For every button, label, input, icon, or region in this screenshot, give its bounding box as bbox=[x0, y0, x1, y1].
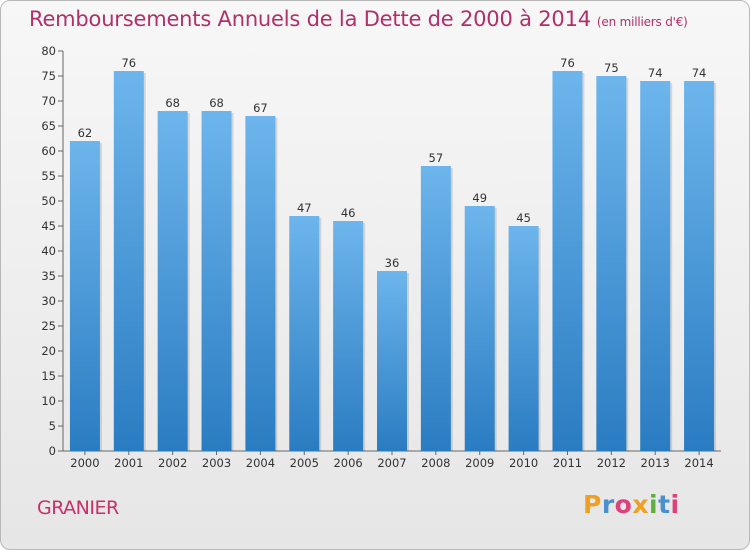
y-tick-label: 15 bbox=[41, 369, 56, 383]
bars bbox=[69, 71, 717, 451]
y-tick-label: 40 bbox=[41, 244, 56, 258]
y-tick-label: 0 bbox=[49, 444, 56, 458]
bar-2014 bbox=[684, 81, 715, 451]
x-tick-label: 2005 bbox=[290, 456, 319, 470]
x-tick-label: 2014 bbox=[684, 456, 713, 470]
y-tick-label: 30 bbox=[41, 294, 56, 308]
y-tick-label: 70 bbox=[41, 94, 56, 108]
data-label: 75 bbox=[604, 61, 619, 75]
y-tick-label: 25 bbox=[41, 319, 56, 333]
data-label: 68 bbox=[209, 96, 224, 110]
logo-letter: i bbox=[649, 490, 659, 519]
x-tick-label: 2007 bbox=[377, 456, 406, 470]
y-tick-label: 20 bbox=[41, 344, 56, 358]
y-tick-label: 75 bbox=[41, 69, 56, 83]
data-label: 74 bbox=[692, 66, 707, 80]
data-label: 68 bbox=[165, 96, 180, 110]
data-label: 47 bbox=[297, 201, 312, 215]
bar-2010 bbox=[508, 226, 539, 451]
logo-letter: r bbox=[601, 490, 615, 519]
y-tick-label: 45 bbox=[41, 219, 56, 233]
bar-2012 bbox=[596, 76, 627, 451]
chart-title: Remboursements Annuels de la Dette de 20… bbox=[29, 7, 688, 31]
proxiti-logo: Proxiti bbox=[583, 490, 680, 519]
chart-title-text: Remboursements Annuels de la Dette de 20… bbox=[29, 7, 591, 31]
bar-2013 bbox=[640, 81, 671, 451]
bar-2007 bbox=[377, 271, 407, 451]
commune-name: GRANIER bbox=[37, 497, 119, 519]
bar-2006 bbox=[333, 221, 364, 451]
logo-letter: t bbox=[658, 490, 671, 519]
logo-letter: P bbox=[583, 490, 602, 519]
bar-2000 bbox=[69, 141, 100, 451]
bar-2003 bbox=[201, 111, 232, 451]
y-tick-label: 80 bbox=[41, 44, 56, 58]
x-tick-label: 2010 bbox=[509, 456, 538, 470]
x-tick-label: 2013 bbox=[641, 456, 670, 470]
bar-2008 bbox=[420, 166, 451, 451]
logo-letter: x bbox=[632, 490, 649, 519]
logo-letter: o bbox=[614, 490, 633, 519]
data-label: 49 bbox=[472, 191, 487, 205]
x-tick-label: 2001 bbox=[114, 456, 143, 470]
data-label: 76 bbox=[121, 56, 136, 70]
logo-letter: i bbox=[670, 490, 680, 519]
y-tick-label: 10 bbox=[41, 394, 56, 408]
x-tick-label: 2012 bbox=[597, 456, 626, 470]
x-tick-label: 2003 bbox=[202, 456, 231, 470]
x-tick-label: 2011 bbox=[553, 456, 582, 470]
x-tick-label: 2000 bbox=[70, 456, 99, 470]
y-tick-label: 50 bbox=[41, 194, 56, 208]
bar-2001 bbox=[113, 71, 144, 451]
y-tick-label: 55 bbox=[41, 169, 56, 183]
x-tick-label: 2006 bbox=[333, 456, 362, 470]
y-tick-label: 5 bbox=[49, 419, 56, 433]
bar-2011 bbox=[552, 71, 583, 451]
data-label: 45 bbox=[516, 211, 531, 225]
bar-2009 bbox=[464, 206, 495, 451]
data-label: 76 bbox=[560, 56, 575, 70]
axes: 0 5 10 15 20 25 30 35 40 45 50 55 60 65 70 75 80 2000 2001… bbox=[41, 44, 721, 470]
data-label: 57 bbox=[429, 151, 444, 165]
data-label: 46 bbox=[341, 206, 356, 220]
data-label: 74 bbox=[648, 66, 663, 80]
y-tick-label: 60 bbox=[41, 144, 56, 158]
data-label: 36 bbox=[385, 256, 400, 270]
value-labels: 62 76 68 68 67 47 46 36 57 49 45 76 75 74 74 bbox=[78, 56, 707, 270]
y-tick-label: 65 bbox=[41, 119, 56, 133]
y-tick-label: 35 bbox=[41, 269, 56, 283]
chart-subtitle: (en milliers d'€) bbox=[596, 15, 688, 29]
bar-2005 bbox=[289, 216, 320, 451]
x-tick-label: 2009 bbox=[465, 456, 494, 470]
bar-2002 bbox=[157, 111, 188, 451]
bar-2004 bbox=[245, 116, 276, 451]
data-label: 62 bbox=[78, 126, 93, 140]
x-tick-label: 2008 bbox=[421, 456, 450, 470]
x-tick-label: 2002 bbox=[158, 456, 187, 470]
x-tick-label: 2004 bbox=[246, 456, 275, 470]
data-label: 67 bbox=[253, 101, 268, 115]
